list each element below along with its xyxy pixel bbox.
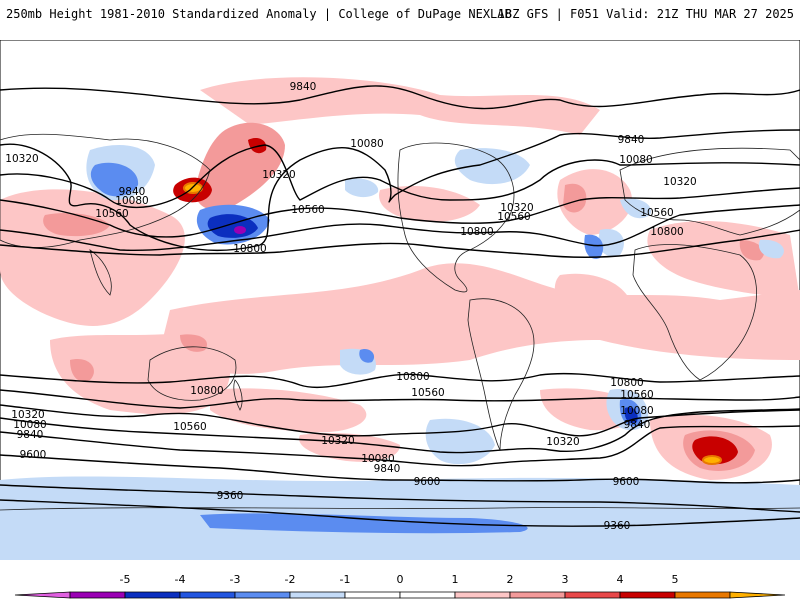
contour-label: 10560 <box>620 389 653 401</box>
colorbar-swatch <box>509 591 566 599</box>
contour-label: 10800 <box>610 377 643 389</box>
colorbar-swatch <box>69 591 126 599</box>
height-contours <box>0 85 800 527</box>
contour-label: 10560 <box>291 204 324 216</box>
colorbar-tick-label: 5 <box>672 573 679 586</box>
colorbar-tick-label: -1 <box>340 573 351 586</box>
colorbar-tick-label: 0 <box>397 573 404 586</box>
colorbar-swatches <box>14 591 786 599</box>
colorbar-tick-label: -2 <box>285 573 296 586</box>
colorbar: -5 -4 -3 -2 -1 0 1 2 3 4 5 <box>14 573 786 599</box>
contour-label: 9600 <box>414 476 441 488</box>
colorbar-swatch <box>289 591 346 599</box>
contour-label: 10320 <box>663 176 696 188</box>
contour-label: 9840 <box>290 81 317 93</box>
contour-label: 9840 <box>17 429 44 441</box>
contour-label: 10080 <box>361 453 394 465</box>
contour-label: 10560 <box>497 211 530 223</box>
colorbar-swatch <box>619 591 676 599</box>
contour-label: 10320 <box>11 409 44 421</box>
contour-label: 10080 <box>620 405 653 417</box>
contour-label: 10560 <box>411 387 444 399</box>
contour-label: 10320 <box>262 169 295 181</box>
colorbar-swatch <box>674 591 731 599</box>
coastlines <box>0 133 800 511</box>
extreme-negative-shading <box>234 226 246 234</box>
contour-label: 10080 <box>13 419 46 431</box>
contour-label: 10800 <box>190 385 223 397</box>
contour-label: 10080 <box>619 154 652 166</box>
contour-label: 10080 <box>115 195 148 207</box>
moderate-negative-shading <box>90 162 642 534</box>
contour-label: 10800 <box>396 371 429 383</box>
colorbar-tick-label: -3 <box>230 573 241 586</box>
colorbar-swatch <box>124 591 181 599</box>
colorbar-swatch <box>399 591 456 599</box>
contour-label: 10080 <box>350 138 383 150</box>
colorbar-tick-label: -4 <box>175 573 186 586</box>
contour-label: 9840 <box>618 134 645 146</box>
contour-label: 10320 <box>5 153 38 165</box>
colorbar-tick-label: 2 <box>507 573 514 586</box>
contour-label: 10800 <box>233 243 266 255</box>
colorbar-tick-label: -5 <box>120 573 131 586</box>
header: 250mb Height 1981-2010 Standardized Anom… <box>0 0 800 30</box>
colorbar-swatch <box>14 591 71 599</box>
contour-label: 9840 <box>624 419 651 431</box>
anomaly-map: 9840 10320 9840 10080 10560 10800 10320 … <box>0 40 800 560</box>
contour-label: 9600 <box>613 476 640 488</box>
map-title: 250mb Height 1981-2010 Standardized Anom… <box>6 7 512 21</box>
colorbar-tick-label: 4 <box>617 573 624 586</box>
colorbar-swatch <box>729 591 786 599</box>
colorbar-swatch <box>344 591 401 599</box>
contour-label: 10800 <box>650 226 683 238</box>
contour-label: 10320 <box>500 202 533 214</box>
colorbar-tick-label: 3 <box>562 573 569 586</box>
contour-label: 9840 <box>119 186 146 198</box>
contour-label: 9360 <box>217 490 244 502</box>
contour-labels: 9840 10320 9840 10080 10560 10800 10320 … <box>5 81 696 532</box>
colorbar-swatch <box>454 591 511 599</box>
contour-label: 10320 <box>321 435 354 447</box>
contour-label: 9600 <box>20 449 47 461</box>
model-valid-time: 18Z GFS | F051 Valid: 21Z THU MAR 27 202… <box>497 7 794 21</box>
contour-label: 9360 <box>604 520 631 532</box>
colorbar-swatch <box>179 591 236 599</box>
colorbar-tick-labels: -5 -4 -3 -2 -1 0 1 2 3 4 5 <box>120 573 679 586</box>
colorbar-swatch <box>564 591 621 599</box>
colorbar-tick-label: 1 <box>452 573 459 586</box>
contour-label: 10320 <box>546 436 579 448</box>
colorbar-swatch <box>234 591 291 599</box>
contour-label: 9840 <box>374 463 401 475</box>
contour-label: 10560 <box>173 421 206 433</box>
contour-label: 10800 <box>460 226 493 238</box>
contour-label: 10560 <box>640 207 673 219</box>
contour-label: 10560 <box>95 208 128 220</box>
